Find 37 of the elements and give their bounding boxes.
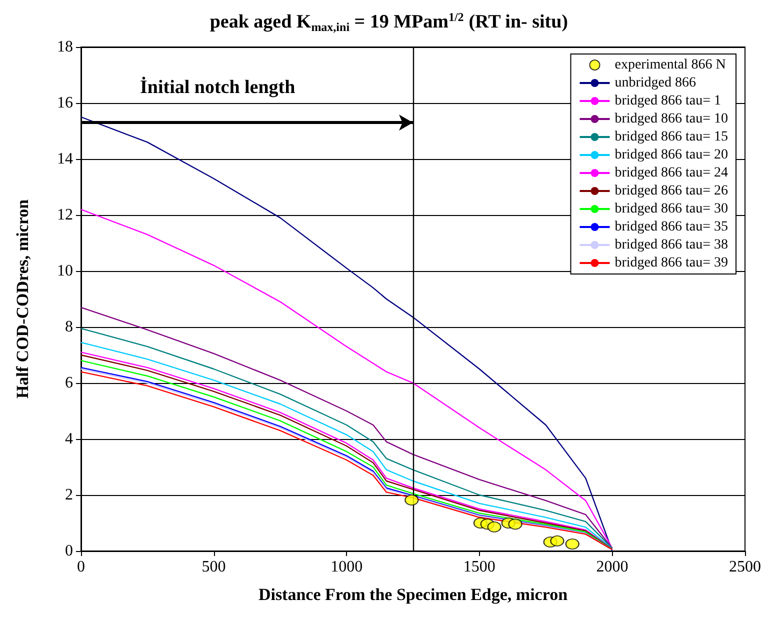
y-tick-label: 12 [57,206,73,224]
y-tick-label: 16 [57,94,73,112]
x-tick-label: 1500 [463,558,496,576]
y-tick-label: 14 [57,150,73,168]
legend-label: bridged 866 tau= 30 [614,202,728,216]
y-tick-label: 6 [65,374,73,392]
x-tick-label: 2500 [729,558,761,576]
y-tick-label: 2 [65,486,73,504]
y-axis-title: Half COD-CODres, micron [13,198,32,399]
x-tick-label: 1000 [330,558,363,576]
legend-label: bridged 866 tau= 39 [614,256,728,270]
legend-label: bridged 866 tau= 20 [614,148,728,162]
x-tick-label: 0 [77,558,85,576]
y-tick-label: 10 [57,262,73,280]
line-series [80,116,613,552]
legend-label: bridged 866 tau= 38 [614,238,728,252]
legend-label: bridged 866 tau= 1 [614,94,721,108]
point [565,538,580,550]
point [508,518,522,530]
point [487,521,502,532]
legend-label: bridged 866 tau= 10 [614,112,728,126]
y-tick-label: 0 [65,542,73,560]
point [404,494,419,506]
point [550,535,564,546]
legend-label: experimental 866 N [614,58,726,72]
y-tick-label: 8 [65,318,73,336]
x-tick-label: 500 [202,558,226,576]
legend-label: unbridged 866 [614,76,696,90]
legend-label: bridged 866 tau= 35 [614,220,728,234]
legend-label: bridged 866 tau= 15 [614,130,728,144]
y-tick-label: 18 [57,38,73,56]
x-axis-title: Distance From the Specimen Edge, micron [258,585,568,604]
y-tick-label: 4 [65,430,73,448]
x-tick-label: 2000 [596,558,628,576]
annotation: İnitial notch length [140,76,296,98]
legend-label: bridged 866 tau= 24 [614,166,728,180]
legend-label: bridged 866 tau= 26 [614,184,728,198]
